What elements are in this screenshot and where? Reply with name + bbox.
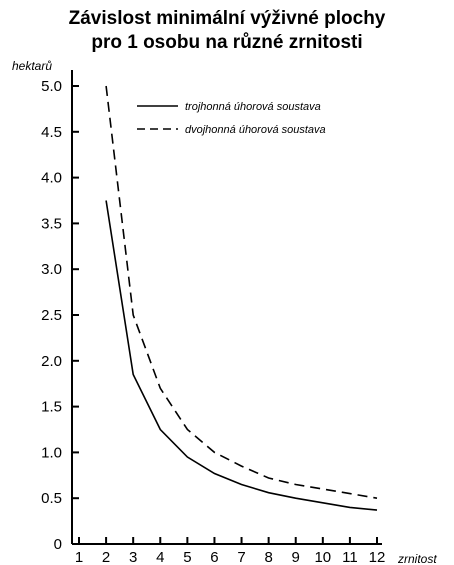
series-group [105,85,378,511]
x-tick-label: 7 [237,549,245,565]
y-tick-label: 3.0 [41,261,62,278]
y-tick-label: 1.0 [41,444,62,461]
y-tick-label: 2.5 [41,307,62,324]
x-tick-label: 10 [314,549,331,565]
x-tick-label: 6 [210,549,218,565]
legend-label-series-1: trojhonná úhorová soustava [185,101,321,113]
x-tick-label: 12 [369,549,386,565]
y-tick-label: 0 [54,536,62,553]
x-axis-label: zrnitost [397,552,437,565]
y-tick-label: 0.5 [41,490,62,507]
x-ticks: 1 2 3 4 5 6 7 8 9 10 11 12 [75,537,386,565]
y-tick-label: 2.0 [41,353,62,370]
x-tick-label: 4 [156,549,164,565]
x-tick-label: 11 [342,549,358,565]
y-tick-label: 1.5 [41,399,62,416]
y-tick-label: 5.0 [41,78,62,95]
x-tick-label: 5 [183,549,191,565]
series-line-2 [105,85,378,499]
legend: trojhonná úhorová soustava dvojhonná úho… [137,101,326,136]
y-axis-label: hektarů [12,59,52,73]
series-line-1 [105,200,378,511]
y-tick-label: 4.5 [41,124,62,141]
x-tick-label: 8 [264,549,272,565]
x-tick-label: 2 [102,549,110,565]
chart-title-line-1: Závislost minimální výživné plochy [69,8,386,29]
y-tick-label: 3.5 [41,215,62,232]
y-tick-label: 4.0 [41,170,62,187]
x-tick-label: 3 [129,549,137,565]
x-tick-label: 9 [292,549,300,565]
y-ticks: 0 0.5 1.0 1.5 2.0 2.5 3.0 3.5 4.0 4.5 5.0 [41,78,79,553]
chart-title-line-2: pro 1 osobu na různé zrnitosti [91,32,362,53]
legend-label-series-2: dvojhonná úhorová soustava [185,124,326,136]
x-tick-label: 1 [75,549,83,565]
